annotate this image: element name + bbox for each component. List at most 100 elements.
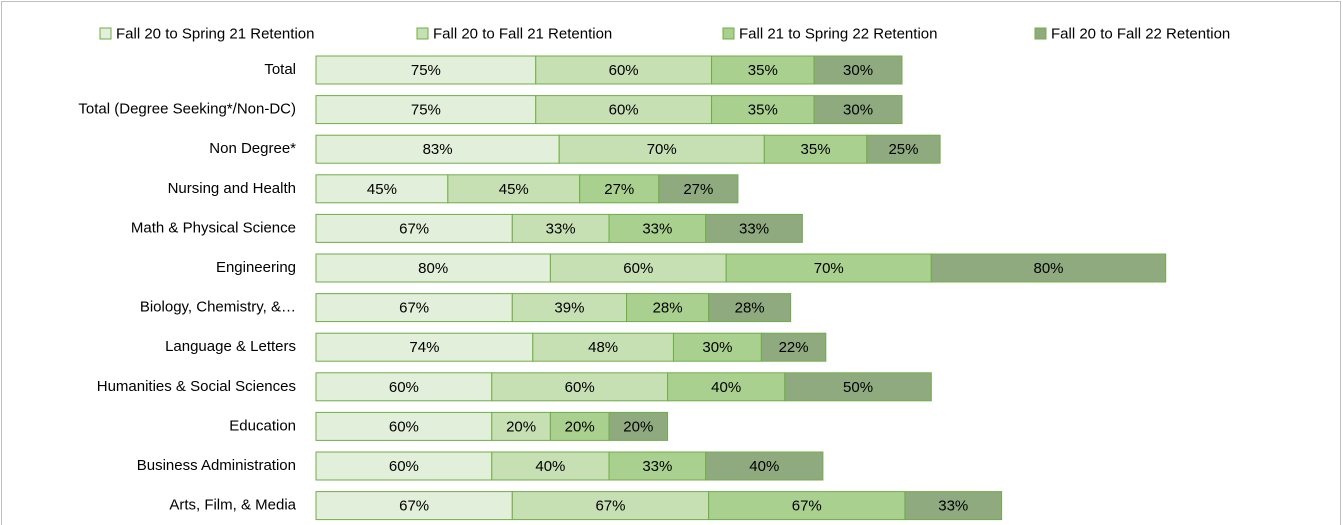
legend-label: Fall 20 to Spring 21 Retention [116,25,314,42]
data-label: 30% [843,62,873,79]
data-label: 60% [389,418,419,435]
data-label: 20% [565,418,595,435]
data-label: 25% [888,141,918,158]
data-label: 30% [843,102,873,119]
bar-segment [672,332,762,362]
data-label: 83% [423,141,453,158]
data-label: 70% [814,260,844,277]
data-label: 40% [535,458,565,475]
data-label: 60% [623,260,653,277]
bar-segment [535,95,713,125]
data-label: 67% [792,498,822,515]
legend-label: Fall 20 to Fall 21 Retention [433,25,612,42]
y-tick-label: Biology, Chemistry, &… [140,299,296,316]
data-label: 50% [843,379,873,396]
data-label: 35% [801,141,831,158]
data-label: 27% [604,181,634,198]
y-tick-label: Business Administration [137,457,296,474]
data-label: 60% [565,379,595,396]
data-label: 33% [938,498,968,515]
bar-segment [813,55,903,85]
bar-segment [315,253,551,283]
data-label: 75% [411,62,441,79]
bar-segment [626,293,710,323]
bar-segment [315,134,560,164]
y-tick-label: Language & Letters [165,338,296,355]
bar-segment [558,134,765,164]
data-label: 35% [748,102,778,119]
bar-segment [866,134,941,164]
bar-segment [711,55,815,85]
data-label: 60% [389,458,419,475]
legend-swatch [722,27,735,40]
data-label: 30% [702,339,732,356]
bar-segment [705,213,803,243]
data-label: 75% [411,102,441,119]
data-label: 35% [748,62,778,79]
data-label: 20% [506,418,536,435]
y-tick-label: Engineering [216,259,296,276]
bar-segment [658,174,739,204]
data-label: 33% [642,220,672,237]
data-label: 33% [739,220,769,237]
bar-segment [904,491,1003,521]
data-label: 40% [711,379,741,396]
data-label: 60% [389,379,419,396]
bar-segment [491,411,551,441]
data-label: 45% [367,181,397,198]
y-tick-label: Humanities & Social Sciences [97,378,296,395]
bar-segment [511,293,628,323]
bar-segment [511,213,610,243]
bar-segment [491,372,669,402]
bar-segment [315,372,493,402]
data-label: 67% [399,300,429,317]
data-label: 45% [499,181,529,198]
legend-label: Fall 20 to Fall 22 Retention [1051,25,1230,42]
data-label: 40% [749,458,779,475]
y-tick-label: Total (Degree Seeking*/Non-DC) [78,101,296,118]
y-tick-label: Total [264,61,296,78]
legend-swatch [99,27,112,40]
bar-segment [708,491,906,521]
data-label: 60% [609,102,639,119]
bar-segment [315,174,449,204]
data-label: 27% [683,181,713,198]
data-label: 67% [399,220,429,237]
bar-segment [930,253,1167,283]
data-label: 60% [609,62,639,79]
data-label: 74% [409,339,439,356]
data-label: 22% [779,339,809,356]
data-label: 67% [595,498,625,515]
bar-segment [608,411,669,441]
data-label: 48% [588,339,618,356]
y-tick-label: Non Degree* [209,140,296,157]
data-label: 28% [653,300,683,317]
bar-segment [708,293,792,323]
data-label: 20% [623,418,653,435]
data-label: 70% [647,141,677,158]
data-label: 80% [418,260,448,277]
data-label: 39% [554,300,584,317]
bar-segment [725,253,932,283]
legend-swatch [1034,27,1047,40]
bar-segment [315,332,534,362]
data-label: 33% [642,458,672,475]
bar-segment [315,411,493,441]
bar-segment [760,332,827,362]
data-label: 33% [546,220,576,237]
legend-label: Fall 21 to Spring 22 Retention [739,25,937,42]
bar-segment [447,174,581,204]
bar-segment [532,332,674,362]
bar-segment [608,213,707,243]
data-label: 67% [399,498,429,515]
bar-segment [813,95,903,125]
bar-segment [579,174,660,204]
y-tick-label: Education [229,417,296,434]
bar-segment [784,372,932,402]
data-label: 28% [735,300,765,317]
legend-swatch [416,27,429,40]
bar-segment [763,134,868,164]
y-tick-label: Math & Physical Science [131,219,296,236]
